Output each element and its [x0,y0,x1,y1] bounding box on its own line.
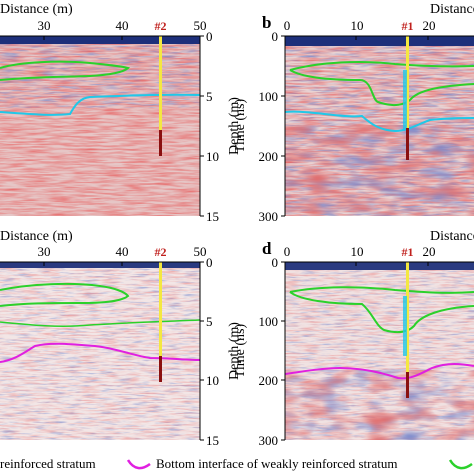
weak-stratum-boundary-b [284,110,474,133]
panel-letter-d: d [262,239,272,258]
x-tick-b-1: 10 [351,18,364,33]
borehole-b-base [406,128,409,160]
x-label-c: Distance (m) [0,229,73,244]
radargram-c [0,262,200,440]
y-tick-a-3: 15 [206,209,219,224]
weak-stratum-boundary-a [0,93,201,116]
x-tick-b-2: 20 [423,18,436,33]
borehole-a [159,36,162,156]
y-tick-a-0: 0 [206,29,213,44]
bottom-interface-c [0,342,201,363]
borehole-d [406,262,409,398]
reinforced-stratum-outline-c [0,282,130,307]
y-tick-c-3: 15 [206,433,219,448]
y-label-c: Depth (m) [227,322,242,380]
panel-a: #2 30 40 50 Distance (m) 0 5 10 15 Depth… [0,2,242,224]
y-label-b: Time (ns) [233,99,248,154]
radargram-d [285,262,474,440]
x-tick-a-2: 50 [194,18,207,33]
y-tick-b-0: 0 [272,29,279,44]
borehole-a-base [159,130,162,156]
x-tick-a-0: 30 [38,18,51,33]
x-tick-c-0: 30 [38,244,51,259]
reinforced-stratum-outline-a [0,60,130,81]
x-tick-d-2: 20 [423,244,436,259]
borehole-c-base [159,356,162,382]
y-tick-c-0: 0 [206,255,213,270]
borehole-label-d: #1 [402,245,414,259]
borehole-label-a: #2 [155,19,167,33]
legend-swatch-green [448,459,473,470]
y-label-d: Time (ns) [233,324,248,379]
x-tick-b-0: 0 [284,18,291,33]
x-label-a: Distance (m) [0,2,73,17]
y-tick-b-2: 200 [259,149,279,164]
x-tick-d-0: 0 [284,244,291,259]
panel-d: #1 0 10 20 Distance d 0 100 200 300 Time… [233,229,474,448]
legend-swatch-bottom-interface [126,459,151,470]
panel-letter-b: b [262,13,271,32]
x-tick-d-1: 10 [351,244,364,259]
borehole-c [159,262,162,382]
y-tick-a-2: 10 [206,149,219,164]
y-tick-b-3: 300 [259,209,279,224]
legend: reinforced stratum Bottom interface of w… [0,456,473,471]
reinforced-stratum-outline-d [289,286,474,334]
y-tick-d-2: 200 [259,373,279,388]
y-label-a: Depth (m) [227,97,242,155]
borehole-label-c: #2 [155,245,167,259]
x-tick-a-1: 40 [116,18,129,33]
borehole-label-b: #1 [402,19,414,33]
x-label-b: Distance [430,2,474,17]
x-label-d: Distance [430,229,474,244]
panel-c: #2 30 40 50 Distance (m) 0 5 10 15 Depth… [0,229,242,448]
borehole-d-base [406,372,409,398]
radargram-a [0,36,200,216]
y-tick-d-1: 100 [259,314,279,329]
x-tick-c-2: 50 [194,244,207,259]
y-tick-d-0: 0 [272,255,279,270]
x-tick-c-1: 40 [116,244,129,259]
y-tick-c-1: 5 [206,314,213,329]
reinforced-stratum-outline-b [289,61,474,107]
legend-item-bottom-interface: Bottom interface of weakly reinforced st… [156,456,398,471]
y-tick-d-3: 300 [259,433,279,448]
y-tick-b-1: 100 [259,89,279,104]
panel-b: #1 0 10 20 Distance b 0 100 200 300 Time… [233,2,474,224]
y-tick-c-2: 10 [206,373,219,388]
borehole-b [406,36,409,160]
bottom-interface-d [284,363,474,380]
legend-item-reinforced-stratum: reinforced stratum [0,456,96,471]
y-tick-a-1: 5 [206,89,213,104]
